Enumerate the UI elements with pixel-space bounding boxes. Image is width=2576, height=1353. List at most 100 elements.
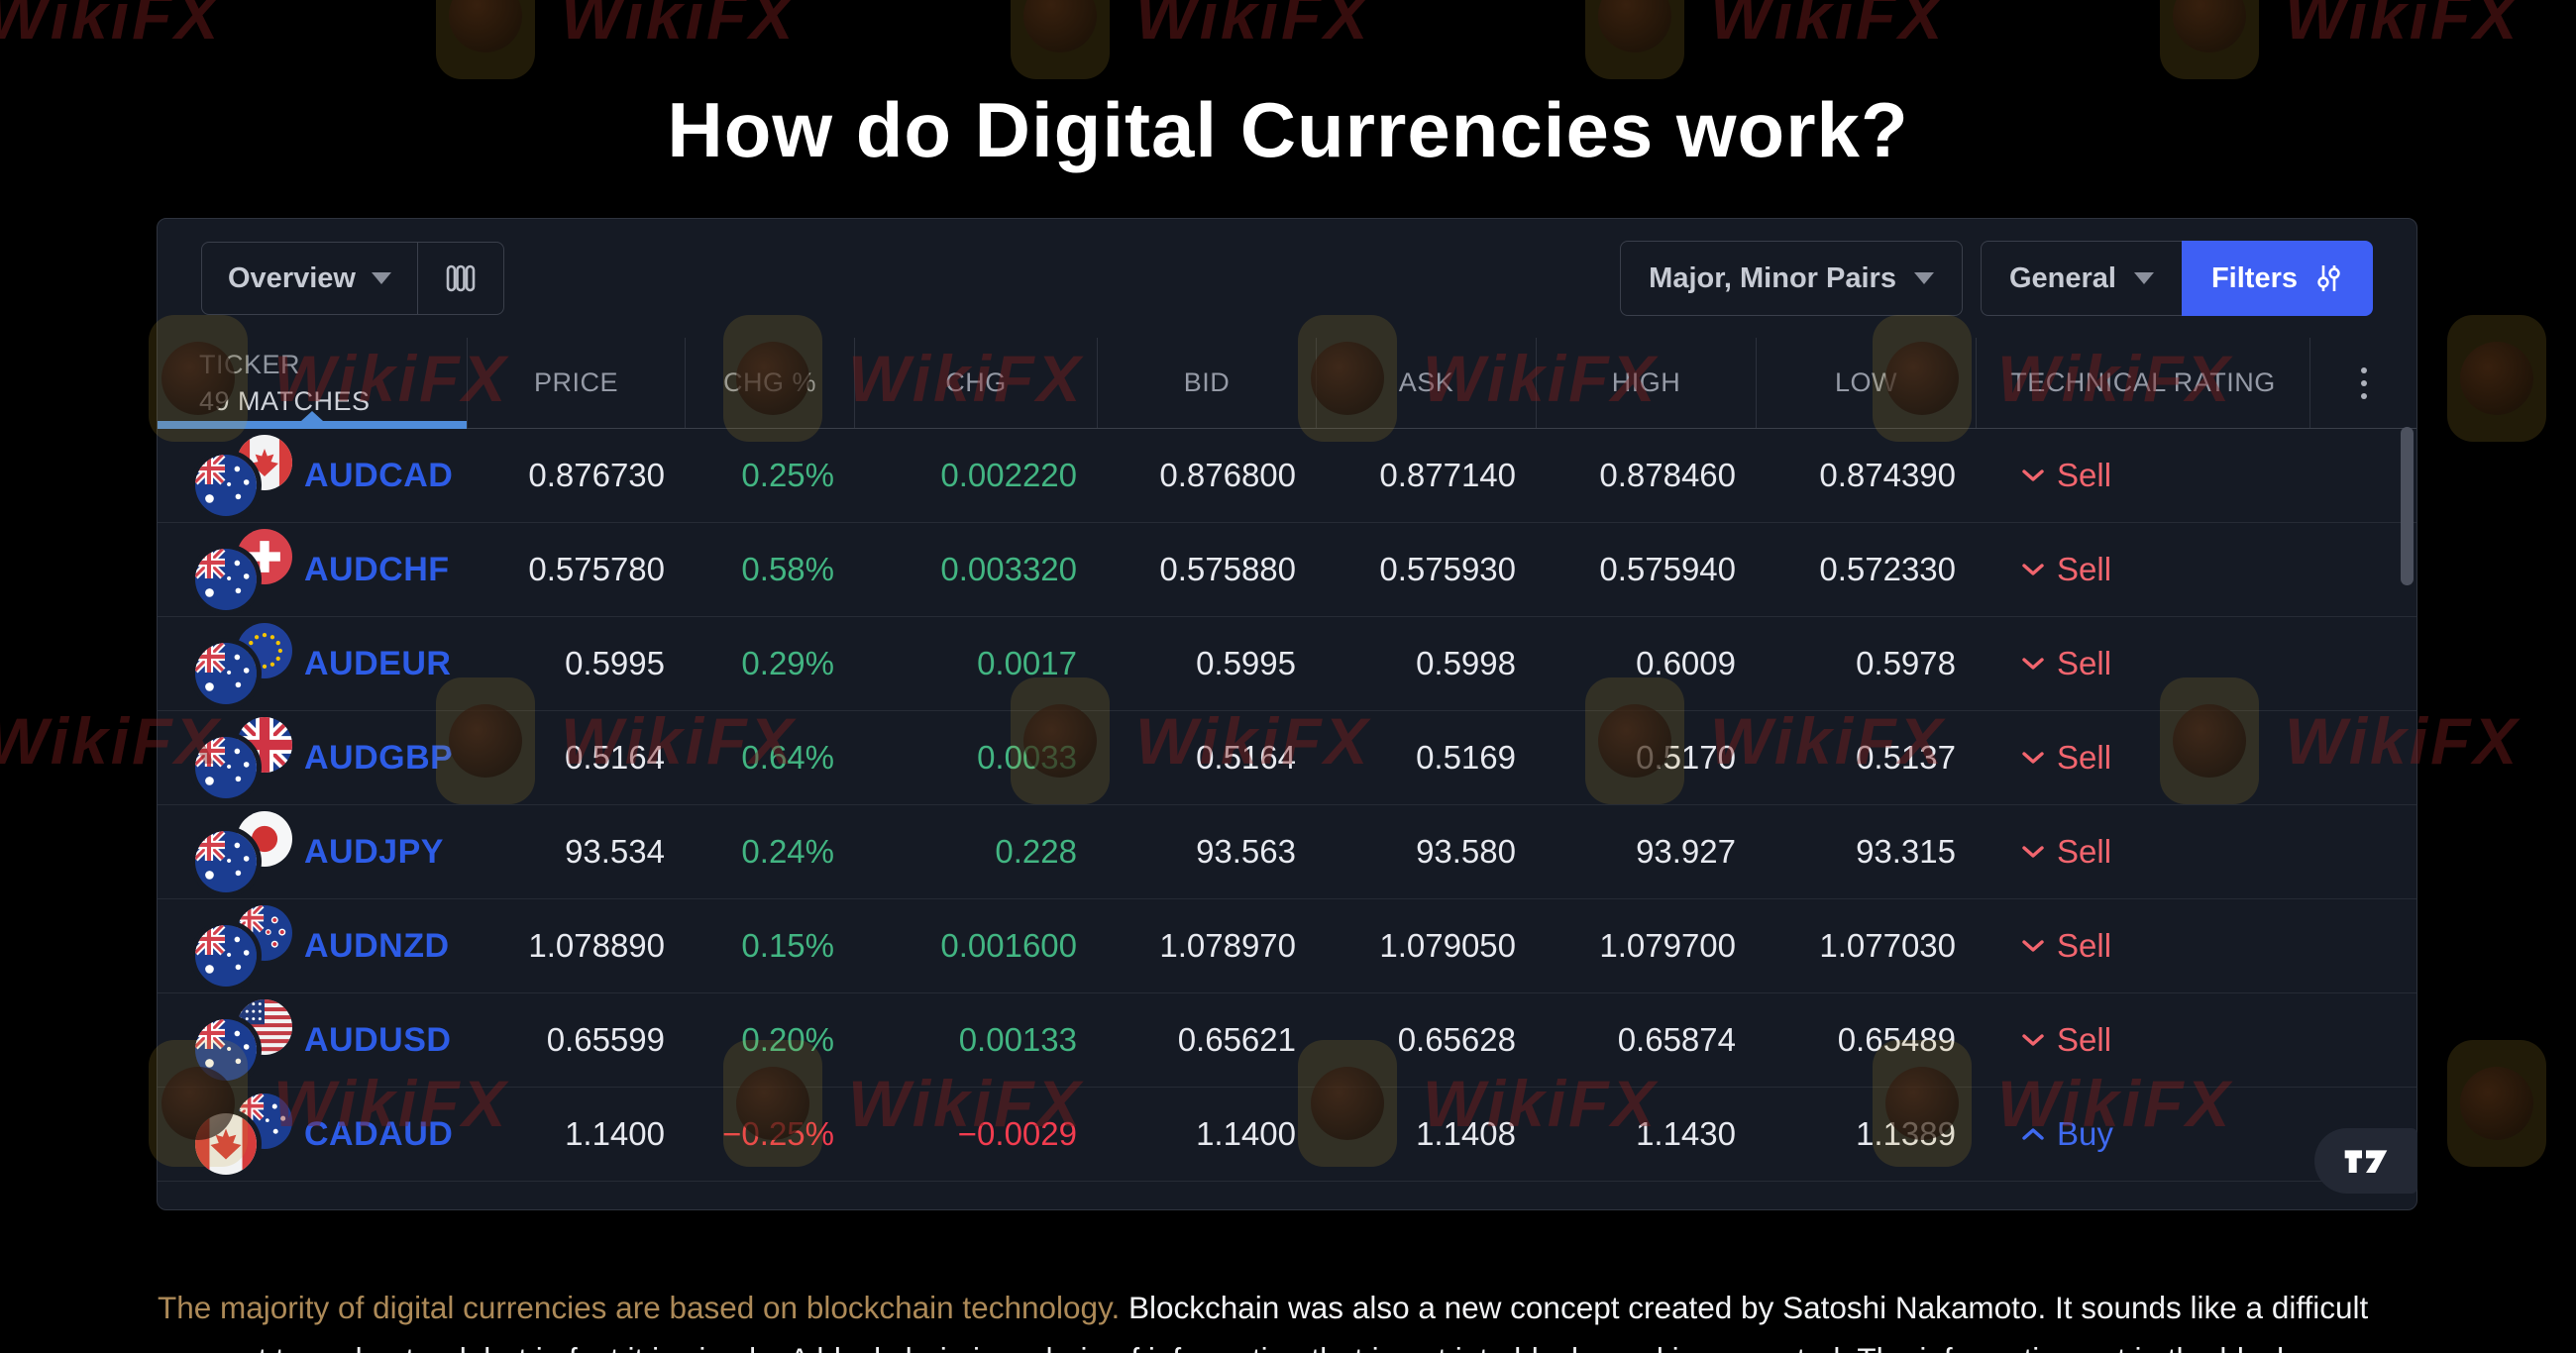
change-percent-cell: 0.24% [741,833,834,870]
currency-pair-flags [195,717,292,798]
rating-label: Sell [2057,927,2112,964]
filters-button[interactable]: Filters [2181,241,2373,316]
view-dropdown[interactable]: Overview [202,243,417,314]
low-cell: 0.874390 [1819,457,1956,493]
pairs-dropdown[interactable]: Major, Minor Pairs [1620,241,1963,316]
high-cell: 1.079700 [1599,927,1736,964]
base-currency-flag [195,737,257,798]
ask-cell: 1.1408 [1416,1115,1516,1152]
category-dropdown[interactable]: General [1980,241,2182,316]
ticker-cell: AUDCAD [158,429,467,522]
chevron-down-icon [2022,564,2044,575]
ticker-cell: AUDEUR [158,617,467,710]
price-cell: 0.876730 [528,457,665,493]
screener-toolbar: Overview Major, Minor Pairs [158,219,2416,338]
column-header-chg[interactable]: CHG [854,338,1097,428]
ticker-link[interactable]: AUDUSD [304,1020,452,1059]
wikifx-watermark: WikiFX [0,0,221,79]
table-row[interactable]: AUDCHF 0.575780 0.58% 0.003320 0.575880 0.575… [158,523,2416,617]
wikifx-watermark: WikiFX [1011,0,1370,79]
ticker-link[interactable]: AUDGBP [304,738,454,777]
ticker-header-label: TICKER [199,349,301,379]
wikifx-watermark-text: WikiFX [0,0,222,52]
page-title: How do Digital Currencies work? [667,86,1909,173]
ticker-link[interactable]: AUDNZD [304,926,450,965]
ticker-link[interactable]: AUDJPY [304,832,444,871]
ticker-cell: AUDGBP [158,711,467,804]
technical-rating-cell: Buy [1976,1115,2309,1153]
wikifx-watermark: WikiFX [2160,0,2520,79]
ticker-link[interactable]: AUDCAD [304,456,454,494]
bid-cell: 1.1400 [1196,1115,1296,1152]
ticker-link[interactable]: AUDEUR [304,644,452,682]
low-cell: 1.077030 [1819,927,1956,964]
rating-label: Sell [2057,551,2112,587]
change-percent-cell: 0.58% [741,551,834,587]
technical-rating-cell: Sell [1976,645,2309,682]
low-cell: 0.65489 [1837,1021,1956,1058]
bid-cell: 0.65621 [1177,1021,1296,1058]
rating-label: Sell [2057,645,2112,681]
article-paragraph: The majority of digital currencies are b… [158,1282,2418,1353]
chevron-down-icon [2133,272,2154,284]
matches-count: 49 MATCHES [199,385,371,416]
bid-cell: 0.5164 [1196,739,1296,776]
columns-settings-button[interactable] [416,243,503,314]
table-row[interactable]: AUDNZD 1.078890 0.15% 0.001600 1.078970 1.079… [158,899,2416,993]
price-cell: 1.1400 [565,1115,665,1152]
ask-cell: 93.580 [1416,833,1516,870]
wikifx-watermark-text: WikiFX [1710,0,1946,52]
change-percent-cell: 0.29% [741,645,834,681]
change-cell: −0.0029 [957,1115,1077,1152]
column-header-technical-rating[interactable]: TECHNICAL RATING [1976,338,2309,428]
rating-label: Sell [2057,457,2112,493]
sort-indicator-bar [158,421,467,429]
change-cell: 0.002220 [940,457,1077,493]
vertical-scrollbar-thumb[interactable] [2401,427,2414,585]
wikifx-watermark-text: WikiFX [2285,0,2521,52]
table-row[interactable]: AUDUSD 0.65599 0.20% 0.00133 0.65621 0.65628 0… [158,993,2416,1088]
bid-cell: 0.5995 [1196,645,1296,681]
rating-label: Sell [2057,833,2112,870]
category-dropdown-label: General [2008,261,2116,294]
chevron-up-icon [2022,1128,2044,1140]
ticker-link[interactable]: AUDCHF [304,550,450,588]
wikifx-logo-icon [436,0,535,79]
column-header-low[interactable]: LOW [1756,338,1976,428]
chevron-down-icon [2022,469,2044,481]
base-currency-flag [195,1113,257,1175]
column-menu-button[interactable] [2309,338,2416,428]
table-row[interactable]: CADAUD 1.1400 −0.25% −0.0029 1.1400 1.1408 1.1… [158,1088,2416,1182]
technical-rating-cell: Sell [1976,833,2309,871]
filters-button-label: Filters [2210,261,2298,294]
ticker-link[interactable]: CADAUD [304,1114,454,1153]
change-percent-cell: 0.20% [741,1021,834,1058]
table-row[interactable]: AUDJPY 93.534 0.24% 0.228 93.563 93.580 93.927… [158,805,2416,899]
column-header-price[interactable]: PRICE [467,338,685,428]
wikifx-logo-icon [2447,1040,2546,1167]
toolbar-right-group: Major, Minor Pairs General Filters [1620,241,2373,316]
bid-cell: 0.876800 [1159,457,1296,493]
wikifx-watermark-text: WikiFX [2572,341,2576,416]
table-header-row: TICKER 49 MATCHES PRICE CHG % CHG BID ASK HIG… [158,338,2416,429]
technical-rating-cell: Sell [1976,551,2309,588]
tradingview-attribution-button[interactable] [2314,1128,2417,1194]
base-currency-flag [195,831,257,892]
high-cell: 1.1430 [1636,1115,1736,1152]
change-cell: 0.00133 [958,1021,1077,1058]
wikifx-logo-icon [2447,315,2546,442]
column-header-high[interactable]: HIGH [1536,338,1756,428]
table-row[interactable]: AUDEUR 0.5995 0.29% 0.0017 0.5995 0.5998 0.600… [158,617,2416,711]
price-cell: 0.575780 [528,551,665,587]
table-row[interactable]: AUDGBP 0.5164 0.64% 0.0033 0.5164 0.5169 0.517… [158,711,2416,805]
bid-cell: 0.575880 [1159,551,1296,587]
currency-pair-flags [195,811,292,892]
table-row[interactable]: AUDCAD 0.876730 0.25% 0.002220 0.876800 0.877… [158,429,2416,523]
column-header-ask[interactable]: ASK [1316,338,1536,428]
column-header-bid[interactable]: BID [1097,338,1316,428]
change-cell: 0.001600 [940,927,1077,964]
column-header-chg-%[interactable]: CHG % [685,338,854,428]
ticker-column-header[interactable]: TICKER 49 MATCHES [158,338,467,429]
wikifx-logo-icon [2160,0,2259,79]
technical-rating-cell: Sell [1976,739,2309,777]
